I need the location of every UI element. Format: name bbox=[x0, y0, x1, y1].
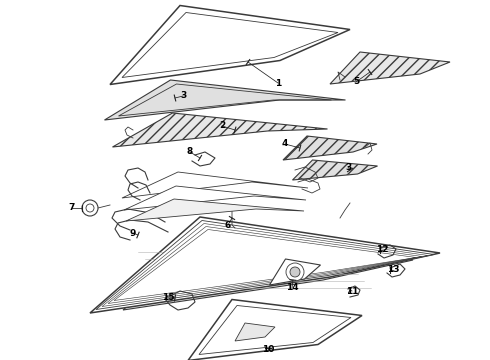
Circle shape bbox=[286, 263, 304, 281]
Polygon shape bbox=[113, 113, 327, 147]
Text: 5: 5 bbox=[353, 77, 359, 86]
Polygon shape bbox=[104, 80, 345, 120]
Text: 3: 3 bbox=[180, 91, 186, 100]
Text: 10: 10 bbox=[262, 346, 274, 355]
Circle shape bbox=[86, 204, 94, 212]
Polygon shape bbox=[123, 230, 413, 310]
Text: 2: 2 bbox=[219, 122, 225, 130]
Text: 13: 13 bbox=[387, 266, 399, 274]
Text: 11: 11 bbox=[346, 287, 358, 296]
Polygon shape bbox=[122, 13, 338, 77]
Text: 12: 12 bbox=[376, 246, 388, 255]
Text: 1: 1 bbox=[275, 78, 281, 87]
Text: 9: 9 bbox=[130, 229, 136, 238]
Text: 4: 4 bbox=[282, 139, 288, 148]
Text: 8: 8 bbox=[187, 148, 193, 157]
Polygon shape bbox=[293, 160, 377, 180]
Text: 6: 6 bbox=[225, 220, 231, 230]
Polygon shape bbox=[122, 172, 308, 198]
Polygon shape bbox=[124, 186, 306, 210]
Polygon shape bbox=[283, 136, 377, 160]
Polygon shape bbox=[270, 259, 320, 285]
Polygon shape bbox=[126, 199, 304, 221]
Text: 14: 14 bbox=[286, 284, 298, 292]
Text: 3: 3 bbox=[345, 162, 351, 171]
Circle shape bbox=[290, 267, 300, 277]
Polygon shape bbox=[188, 300, 362, 360]
Polygon shape bbox=[90, 217, 440, 313]
Polygon shape bbox=[330, 52, 450, 84]
Text: 7: 7 bbox=[69, 203, 75, 212]
Polygon shape bbox=[110, 5, 350, 85]
Polygon shape bbox=[96, 220, 434, 310]
Text: 15: 15 bbox=[162, 292, 174, 302]
Circle shape bbox=[82, 200, 98, 216]
Polygon shape bbox=[235, 323, 275, 341]
